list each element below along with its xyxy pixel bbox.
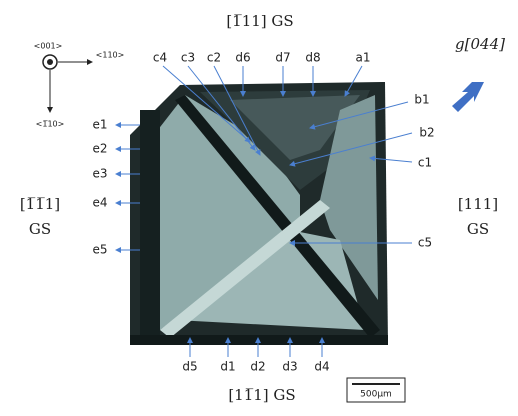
region-label: e1 [92, 118, 107, 132]
scale-label: 500μm [360, 390, 392, 400]
region-label: d8 [305, 51, 320, 65]
region-label: d4 [314, 360, 329, 374]
region-label: c5 [418, 236, 432, 250]
axis-label: <110> [96, 51, 125, 60]
region-label: c3 [181, 51, 195, 65]
page: {"header": {"top": "[1̅11] GS", "bottom"… [0, 0, 518, 416]
axis-label: <1̅10> [36, 120, 65, 129]
region-label: e4 [92, 196, 107, 210]
right-label: [111] [458, 195, 498, 213]
region-label: b1 [414, 93, 429, 107]
right-label: GS [467, 220, 489, 238]
bottom-label: [11̅1] GS [228, 386, 295, 404]
region-label: d6 [235, 51, 250, 65]
region-label: b2 [419, 126, 434, 140]
region-label: c4 [153, 51, 167, 65]
region-label: c2 [207, 51, 221, 65]
micrograph [130, 82, 388, 345]
region-label: c1 [418, 156, 432, 170]
region-label: d3 [282, 360, 297, 374]
left-label: [1̅1̅1] [20, 195, 60, 213]
top-label: [1̅11] GS [226, 12, 293, 30]
region-label: d2 [250, 360, 265, 374]
region-label: d7 [275, 51, 290, 65]
region-label: e5 [92, 243, 107, 257]
coordinate-icon [43, 55, 92, 112]
beam-label: g[044] [455, 35, 505, 53]
axis-label: <001> [34, 42, 63, 51]
region-label: e3 [92, 167, 107, 181]
region-label: e2 [92, 142, 107, 156]
region-label: d5 [182, 360, 197, 374]
beam-arrow [452, 82, 484, 112]
region-label: d1 [220, 360, 235, 374]
region-label: a1 [356, 51, 371, 65]
left-label: GS [29, 220, 51, 238]
figure: [1̅11] GS [11̅1] GS [1̅1̅1] GS [111] GS g[044]… [0, 0, 518, 416]
